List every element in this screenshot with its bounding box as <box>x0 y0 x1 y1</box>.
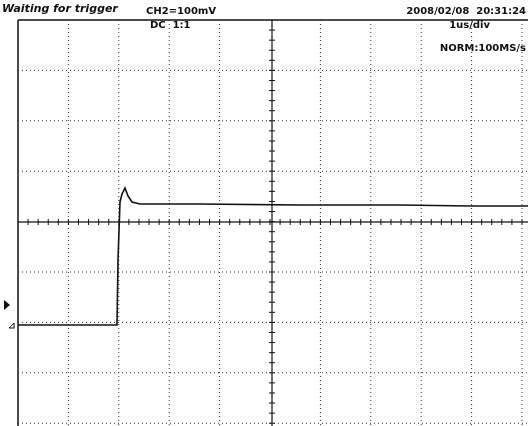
timestamp: 2008/02/08 20:31:24 <box>406 6 526 17</box>
trigger-marker <box>4 300 10 310</box>
timebase: 1us/div <box>449 20 490 31</box>
channel-scale: CH2=100mV <box>146 6 216 17</box>
status: Waiting for trigger <box>2 2 118 15</box>
acquisition: NORM:100MS/s <box>440 43 526 54</box>
waveform <box>18 186 528 326</box>
graticule <box>17 19 528 426</box>
channel-marker: ⊿ <box>8 322 16 332</box>
channel-coupling: DC 1:1 <box>150 20 191 31</box>
